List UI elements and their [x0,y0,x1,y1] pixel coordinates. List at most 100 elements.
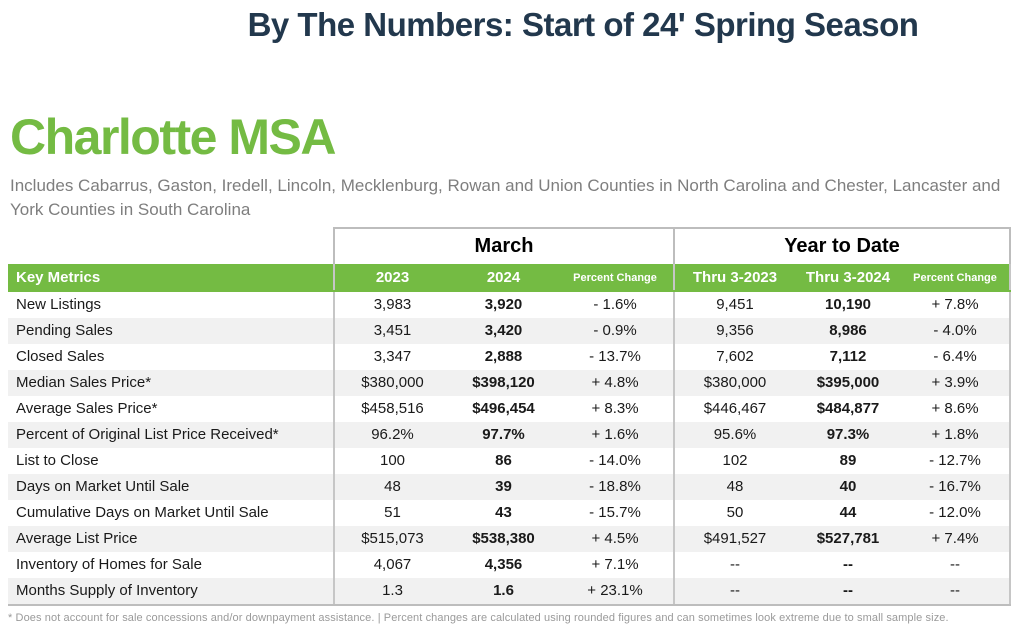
value-march-2024: $496,454 [472,400,535,417]
value-ytd-2023: $491,527 [673,526,795,552]
value-ytd-2024: 40 [839,478,857,495]
table-body: New Listings 3,983 3,920 - 1.6% 9,451 10,190 +… [8,292,1011,606]
region-heading: Charlotte MSA [10,109,336,165]
value-march-2023: 3,983 [333,292,450,318]
value-ytd-percent-change: + 3.9% [901,370,1011,396]
value-march-2023: $458,516 [333,396,450,422]
metric-name: Pending Sales [16,322,113,339]
metric-name: Average List Price [16,530,138,547]
group-header-spacer [8,227,333,264]
value-march-percent-change: + 7.1% [591,556,639,573]
value-ytd-2024: 97.3% [826,426,870,443]
table-row: Months Supply of Inventory 1.3 1.6 + 23.1% -… [8,578,1011,604]
column-header-march-2023: 2023 [333,264,450,290]
value-ytd-percent-change: - 12.7% [901,448,1011,474]
table-group-header-row: March Year to Date [8,227,1011,264]
value-march-2023: 3,451 [333,318,450,344]
table-row: Pending Sales 3,451 3,420 - 0.9% 9,356 8,986 -… [8,318,1011,344]
value-march-percent-change: - 18.8% [589,478,641,495]
value-ytd-percent-change: + 8.6% [901,396,1011,422]
value-march-percent-change: - 1.6% [593,296,637,313]
value-ytd-2023: $380,000 [673,370,795,396]
metric-name: Months Supply of Inventory [16,582,198,599]
table-row: Inventory of Homes for Sale 4,067 4,356 + 7… [8,552,1011,578]
value-ytd-2024: 89 [839,452,857,469]
value-march-2024: 4,356 [484,556,523,573]
table-row: Closed Sales 3,347 2,888 - 13.7% 7,602 7,112 -… [8,344,1011,370]
value-march-percent-change: + 4.5% [591,530,639,547]
value-march-2023: 51 [333,500,450,526]
value-march-2023: 1.3 [333,578,450,604]
value-ytd-2023: -- [673,578,795,604]
value-march-percent-change: + 8.3% [591,400,639,417]
value-ytd-percent-change: -- [901,578,1011,604]
value-march-2024: 86 [495,452,512,469]
group-header-year-to-date: Year to Date [673,227,1011,264]
metric-name: Cumulative Days on Market Until Sale [16,504,269,521]
group-header-march: March [333,227,673,264]
value-march-2023: 100 [333,448,450,474]
value-march-2023: 48 [333,474,450,500]
value-march-percent-change: + 23.1% [587,582,643,599]
value-ytd-percent-change: - 6.4% [901,344,1011,370]
region-description: Includes Cabarrus, Gaston, Iredell, Linc… [10,176,1001,219]
column-header-thru-3-2024: Thru 3-2024 [805,269,891,286]
value-march-2024: 2,888 [484,348,523,365]
value-march-percent-change: - 13.7% [589,348,641,365]
value-march-percent-change: + 4.8% [591,374,639,391]
value-ytd-percent-change: + 7.8% [901,292,1011,318]
value-march-2023: 4,067 [333,552,450,578]
value-ytd-2024: $395,000 [816,374,880,391]
value-march-2024: 39 [495,478,512,495]
table-row: New Listings 3,983 3,920 - 1.6% 9,451 10,190 +… [8,292,1011,318]
value-ytd-2023: 95.6% [673,422,795,448]
value-march-2024: 97.7% [482,426,525,443]
table-row: Days on Market Until Sale 48 39 - 18.8% 48 40… [8,474,1011,500]
value-march-percent-change: - 14.0% [589,452,641,469]
value-ytd-2024: 8,986 [829,322,867,339]
table-row: Median Sales Price* $380,000 $398,120 + 4.8… [8,370,1011,396]
value-ytd-percent-change: + 7.4% [901,526,1011,552]
table-footnote: * Does not account for sale concessions … [8,612,949,624]
column-header-key-metrics: Key Metrics [16,269,101,286]
metric-name: Average Sales Price* [16,400,158,417]
value-ytd-2023: 9,356 [673,318,795,344]
value-ytd-2023: -- [673,552,795,578]
value-march-2024: $398,120 [472,374,535,391]
table-row: List to Close 100 86 - 14.0% 102 89 - 12.7% [8,448,1011,474]
metric-name: Days on Market Until Sale [16,478,190,495]
value-ytd-2023: 48 [673,474,795,500]
value-ytd-percent-change: - 12.0% [901,500,1011,526]
page-title: By The Numbers: Start of 24' Spring Seas… [247,6,919,43]
column-header-march-2024: 2024 [486,269,521,286]
value-march-2024: 3,920 [484,296,523,313]
table-row: Percent of Original List Price Received*… [8,422,1011,448]
value-march-percent-change: - 15.7% [589,504,641,521]
metrics-table: March Year to Date Key Metrics 2023 2024… [8,227,1011,606]
column-header-thru-3-2023: Thru 3-2023 [673,264,795,290]
value-ytd-2024: 7,112 [829,348,867,365]
column-header-ytd-percent-change: Percent Change [901,264,1011,290]
value-ytd-percent-change: + 1.8% [901,422,1011,448]
value-ytd-percent-change: -- [901,552,1011,578]
table-row: Cumulative Days on Market Until Sale 51 43… [8,500,1011,526]
value-ytd-percent-change: - 16.7% [901,474,1011,500]
value-ytd-2024: $527,781 [816,530,880,547]
value-march-2023: $380,000 [333,370,450,396]
metric-name: New Listings [16,296,102,313]
value-ytd-2023: $446,467 [673,396,795,422]
value-march-percent-change: + 1.6% [591,426,639,443]
metric-name: Closed Sales [16,348,105,365]
value-ytd-2024: -- [843,582,853,599]
value-ytd-2023: 50 [673,500,795,526]
value-march-percent-change: - 0.9% [593,322,637,339]
table-row: Average List Price $515,073 $538,380 + 4.5%… [8,526,1011,552]
value-ytd-2023: 102 [673,448,795,474]
value-ytd-2024: 10,190 [825,296,871,313]
value-march-2023: 3,347 [333,344,450,370]
value-march-2024: 3,420 [484,322,523,339]
column-header-march-percent-change: Percent Change [573,272,657,284]
value-ytd-2023: 9,451 [673,292,795,318]
metric-name: Median Sales Price* [16,374,152,391]
